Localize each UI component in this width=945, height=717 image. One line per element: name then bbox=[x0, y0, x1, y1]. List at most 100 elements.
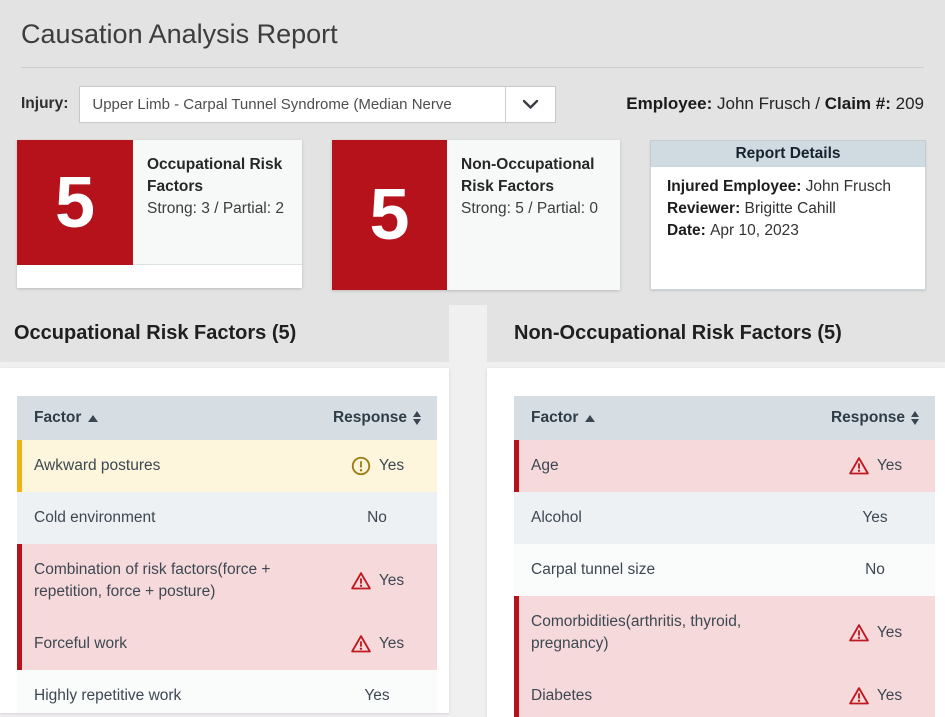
table-row: Comorbidities(arthritis, thyroid, pregna… bbox=[514, 596, 935, 670]
report-details-box: Report Details Injured EmployeeJohn Frus… bbox=[650, 140, 926, 290]
occupational-card-top: 5 Occupational Risk Factors Strong: 3 / … bbox=[17, 140, 302, 265]
employee-label: Employee: bbox=[626, 94, 712, 113]
column-header-factor-label: Factor bbox=[34, 409, 81, 427]
factor-label: Age bbox=[531, 455, 559, 477]
factor-cell: Combination of risk factors(force + repe… bbox=[22, 559, 317, 603]
report-details-body: Injured EmployeeJohn Frusch ReviewerBrig… bbox=[650, 166, 926, 290]
reviewer-label: Reviewer bbox=[667, 200, 745, 217]
section-panel: Factor Response Age Yes Alcohol bbox=[487, 368, 945, 717]
report-details-title: Report Details bbox=[650, 140, 926, 166]
column-header-response[interactable]: Response bbox=[815, 409, 935, 427]
page-title: Causation Analysis Report bbox=[21, 16, 924, 52]
column-header-response-label: Response bbox=[333, 409, 407, 427]
column-header-factor[interactable]: Factor bbox=[514, 409, 815, 427]
non-occupational-card-detail: Strong: 5 / Partial: 0 bbox=[461, 198, 608, 220]
table-body: Age Yes Alcohol Yes Carpal tunnel size bbox=[514, 440, 935, 717]
factor-cell: Carpal tunnel size bbox=[514, 559, 815, 581]
date-label: Date bbox=[667, 222, 710, 239]
table-body: Awkward postures Yes Cold environment No… bbox=[17, 440, 437, 713]
table-row: Forceful work Yes bbox=[17, 618, 437, 670]
section-panel: Factor Response Awkward postures Yes Col… bbox=[0, 368, 449, 713]
response-cell: No bbox=[815, 561, 935, 579]
sort-icon bbox=[413, 411, 421, 425]
injury-select-caret-button[interactable] bbox=[505, 87, 555, 122]
section-title-band: Non-Occupational Risk Factors (5) bbox=[487, 305, 945, 362]
report-details-field: Injured EmployeeJohn Frusch bbox=[667, 176, 909, 198]
employee-value: John Frusch bbox=[717, 94, 811, 113]
non-occupational-card-title: Non-Occupational Risk Factors bbox=[461, 154, 608, 198]
response-label: Yes bbox=[862, 509, 887, 527]
table-row: Age Yes bbox=[514, 440, 935, 492]
occupational-count-badge: 5 bbox=[17, 140, 133, 265]
injured-employee-value: John Frusch bbox=[806, 178, 891, 195]
table-row: Highly repetitive work Yes bbox=[17, 670, 437, 713]
non-occupational-count-badge: 5 bbox=[332, 140, 447, 290]
response-label: Yes bbox=[877, 624, 902, 642]
injury-select-value[interactable]: Upper Limb - Carpal Tunnel Syndrome (Med… bbox=[80, 87, 505, 122]
sort-ascending-icon bbox=[88, 415, 98, 422]
injury-label: Injury: bbox=[21, 95, 68, 113]
table-row: Awkward postures Yes bbox=[17, 440, 437, 492]
sections: Occupational Risk Factors (5) Factor Res… bbox=[0, 305, 945, 717]
factor-label: Cold environment bbox=[34, 507, 155, 529]
response-cell: Yes bbox=[317, 687, 437, 705]
occupational-card-title: Occupational Risk Factors bbox=[147, 154, 290, 198]
response-label: No bbox=[865, 561, 885, 579]
factor-cell: Comorbidities(arthritis, thyroid, pregna… bbox=[519, 611, 815, 655]
risk-factor-section: Occupational Risk Factors (5) Factor Res… bbox=[0, 305, 449, 717]
table-header-row: Factor Response bbox=[17, 396, 437, 440]
occupational-card-body: Occupational Risk Factors Strong: 3 / Pa… bbox=[133, 140, 302, 265]
employee-claim-line: Employee: John Frusch / Claim #: 209 bbox=[626, 94, 924, 114]
injury-select[interactable]: Upper Limb - Carpal Tunnel Syndrome (Med… bbox=[79, 86, 556, 123]
factor-label: Carpal tunnel size bbox=[531, 559, 655, 581]
occupational-card-footer bbox=[17, 265, 302, 288]
warning-triangle-icon bbox=[848, 455, 870, 477]
column-header-response[interactable]: Response bbox=[317, 409, 437, 427]
response-cell: Yes bbox=[815, 685, 935, 707]
date-value: Apr 10, 2023 bbox=[710, 222, 799, 239]
employee-claim-separator: / bbox=[815, 94, 820, 113]
warning-circle-icon bbox=[350, 455, 372, 477]
section-title: Occupational Risk Factors (5) bbox=[14, 322, 296, 345]
factor-cell: Forceful work bbox=[22, 633, 317, 655]
sort-icon bbox=[911, 411, 919, 425]
table-row: Combination of risk factors(force + repe… bbox=[17, 544, 437, 618]
factor-cell: Alcohol bbox=[514, 507, 815, 529]
response-cell: Yes bbox=[317, 455, 437, 477]
chevron-down-icon bbox=[522, 99, 539, 110]
sort-ascending-icon bbox=[585, 415, 595, 422]
table-row: Alcohol Yes bbox=[514, 492, 935, 544]
column-header-factor[interactable]: Factor bbox=[17, 409, 317, 427]
non-occupational-summary-card: 5 Non-Occupational Risk Factors Strong: … bbox=[332, 140, 620, 290]
report-details-field: DateApr 10, 2023 bbox=[667, 220, 909, 242]
occupational-summary-card: 5 Occupational Risk Factors Strong: 3 / … bbox=[17, 140, 302, 288]
response-label: No bbox=[367, 509, 387, 527]
table-row: Cold environment No bbox=[17, 492, 437, 544]
response-label: Yes bbox=[364, 687, 389, 705]
response-cell: Yes bbox=[815, 622, 935, 644]
summary-row: 5 Occupational Risk Factors Strong: 3 / … bbox=[0, 140, 945, 305]
response-cell: Yes bbox=[815, 509, 935, 527]
page-header: Causation Analysis Report bbox=[0, 0, 945, 68]
warning-triangle-icon bbox=[350, 633, 372, 655]
risk-factor-section: Non-Occupational Risk Factors (5) Factor… bbox=[487, 305, 945, 717]
factor-label: Forceful work bbox=[34, 633, 127, 655]
response-label: Yes bbox=[877, 687, 902, 705]
response-cell: Yes bbox=[317, 633, 437, 655]
warning-triangle-icon bbox=[848, 622, 870, 644]
table-row: Carpal tunnel size No bbox=[514, 544, 935, 596]
factor-cell: Age bbox=[519, 455, 815, 477]
factor-cell: Cold environment bbox=[17, 507, 317, 529]
occupational-card-detail: Strong: 3 / Partial: 2 bbox=[147, 198, 290, 220]
non-occupational-card-top: 5 Non-Occupational Risk Factors Strong: … bbox=[332, 140, 620, 290]
claim-value: 209 bbox=[896, 94, 924, 113]
response-label: Yes bbox=[379, 457, 404, 475]
column-header-factor-label: Factor bbox=[531, 409, 578, 427]
factor-cell: Awkward postures bbox=[22, 455, 317, 477]
non-occupational-card-body: Non-Occupational Risk Factors Strong: 5 … bbox=[447, 140, 620, 290]
factor-label: Alcohol bbox=[531, 507, 582, 529]
response-cell: No bbox=[317, 509, 437, 527]
factor-cell: Diabetes bbox=[519, 685, 815, 707]
factor-label: Combination of risk factors(force + repe… bbox=[34, 559, 284, 603]
factor-label: Comorbidities(arthritis, thyroid, pregna… bbox=[531, 611, 781, 655]
